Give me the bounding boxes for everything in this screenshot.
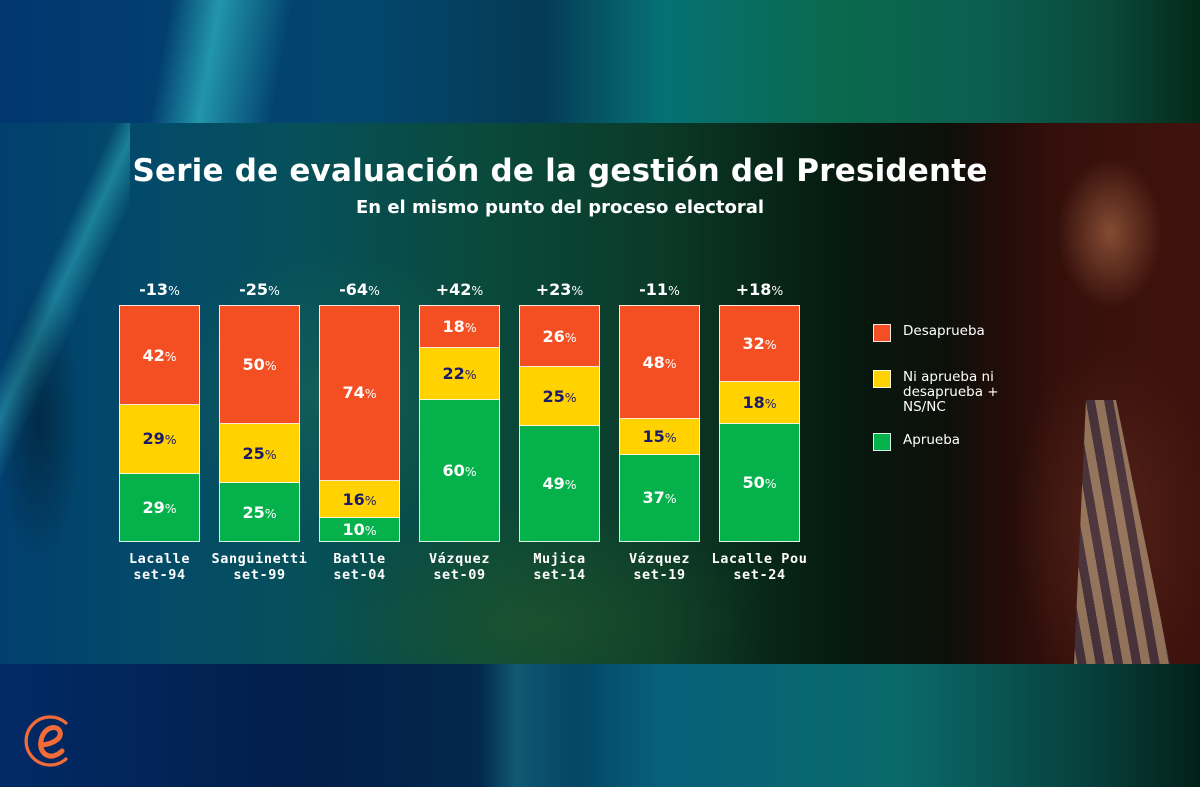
president-photo — [950, 123, 1200, 664]
legend-swatch-ni — [873, 370, 891, 388]
bar-segment-desaprueba: 26% — [519, 305, 600, 368]
legend-swatch-aprueba — [873, 433, 891, 451]
data-label: 60% — [442, 461, 477, 481]
net-balance-label: +23% — [535, 280, 584, 299]
background-top-band — [0, 0, 1200, 123]
bar-segment-desaprueba: 74% — [319, 305, 400, 481]
data-label: 16% — [342, 489, 377, 509]
data-label: 25% — [242, 443, 277, 463]
data-label: 22% — [442, 364, 477, 384]
bar-segment-ni: 25% — [519, 366, 600, 427]
bar-segment-aprueba: 10% — [319, 517, 400, 542]
data-label: 37% — [642, 488, 677, 508]
net-balance-label: -64% — [339, 280, 380, 299]
category-date: set-14 — [533, 567, 586, 583]
net-balance-label: +42% — [435, 280, 484, 299]
category-date: set-04 — [333, 567, 386, 583]
data-label: 50% — [742, 473, 777, 492]
x-tick-label: Mujica set-14 — [500, 551, 620, 583]
data-label: 15% — [642, 426, 677, 446]
bar-segment-desaprueba: 50% — [219, 305, 300, 424]
background-bottom-band — [0, 664, 1200, 787]
category-date: set-94 — [133, 567, 186, 583]
category-date: set-24 — [733, 567, 786, 583]
legend-item-desaprueba: Desaprueba — [873, 324, 985, 342]
x-tick-label: Vázquez set-19 — [600, 551, 720, 583]
category-name: Mujica — [533, 551, 586, 567]
net-balance-label: +18% — [735, 280, 784, 299]
category-name: Lacalle Pou — [711, 551, 808, 567]
data-label: 32% — [742, 333, 777, 353]
category-name: Lacalle — [128, 551, 191, 567]
bar-segment-desaprueba: 42% — [119, 305, 200, 406]
data-label: 18% — [742, 392, 777, 412]
x-tick-label: Vázquez set-09 — [400, 551, 520, 583]
x-tick-label: Sanguinetti set-99 — [200, 551, 320, 583]
data-label: 29% — [142, 497, 177, 517]
data-label: 48% — [642, 352, 677, 372]
category-name: Vázquez — [628, 551, 691, 567]
data-label: 74% — [342, 383, 377, 403]
net-balance-label: -11% — [639, 280, 680, 299]
bar-segment-ni: 29% — [119, 404, 200, 474]
category-name: Batlle — [333, 551, 386, 567]
bar-segment-aprueba: 49% — [519, 425, 600, 542]
bar-segment-desaprueba: 18% — [419, 305, 500, 349]
data-label: 18% — [442, 317, 477, 337]
category-date: set-99 — [233, 567, 286, 583]
bar-segment-aprueba: 37% — [619, 453, 700, 542]
chart-subtitle: En el mismo punto del proceso electoral — [355, 197, 765, 218]
bar-segment-ni: 18% — [719, 380, 800, 424]
bar-segment-aprueba: 29% — [119, 472, 200, 542]
legend-label: Aprueba — [903, 432, 961, 448]
legend-label: Desaprueba — [903, 323, 985, 339]
category-date: set-19 — [633, 567, 686, 583]
e-logo-icon — [22, 711, 78, 769]
category-name: Sanguinetti — [211, 551, 308, 567]
x-tick-label: Lacalle set-94 — [100, 551, 220, 583]
data-label: 49% — [542, 474, 577, 494]
legend-label: Ni aprueba ni desaprueba + NS/NC — [903, 369, 999, 415]
bar-segment-aprueba: 60% — [419, 399, 500, 542]
x-tick-label: Lacalle Pou set-24 — [700, 551, 820, 583]
bar-segment-desaprueba: 32% — [719, 305, 800, 382]
background-portrait-left — [0, 123, 130, 664]
bar-segment-ni: 25% — [219, 423, 300, 483]
net-balance-label: -25% — [239, 280, 280, 299]
legend-item-ni-aprueba-ni-desaprueba: Ni aprueba ni desaprueba + NS/NC — [873, 370, 999, 415]
bar-segment-aprueba: 50% — [719, 423, 800, 542]
data-label: 26% — [542, 326, 577, 346]
bar-segment-aprueba: 25% — [219, 482, 300, 542]
data-label: 42% — [142, 345, 177, 365]
bar-segment-desaprueba: 48% — [619, 305, 700, 420]
legend-swatch-desaprueba — [873, 324, 891, 342]
chart-title: Serie de evaluación de la gestión del Pr… — [132, 153, 988, 189]
net-balance-label: -13% — [139, 280, 180, 299]
data-label: 29% — [142, 429, 177, 449]
category-date: set-09 — [433, 567, 486, 583]
data-label: 25% — [242, 502, 277, 522]
category-name: Vázquez — [428, 551, 491, 567]
bar-segment-ni: 15% — [619, 418, 700, 455]
legend-item-aprueba: Aprueba — [873, 433, 960, 451]
data-label: 50% — [242, 355, 277, 374]
bar-segment-ni: 22% — [419, 347, 500, 401]
bar-segment-ni: 16% — [319, 479, 400, 519]
data-label: 10% — [342, 520, 377, 540]
x-tick-label: Batlle set-04 — [300, 551, 420, 583]
data-label: 25% — [542, 386, 577, 406]
